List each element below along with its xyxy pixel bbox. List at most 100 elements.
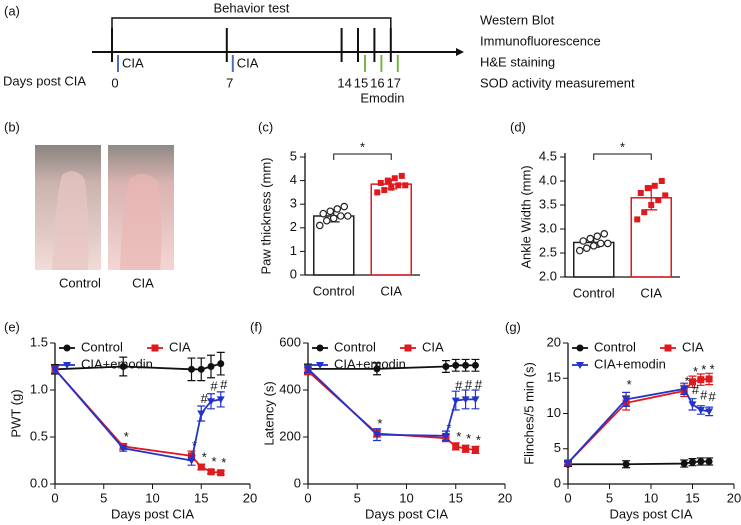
point	[471, 396, 480, 404]
dot	[381, 187, 388, 194]
legend-label: CIA+emodin	[594, 356, 666, 371]
legend-label: Control	[594, 339, 636, 354]
x-axis-label: Days post CIA	[609, 506, 692, 521]
x-tick-label: 10	[145, 490, 159, 505]
point	[576, 344, 584, 352]
day-label: 17	[387, 75, 401, 90]
y-tick-label: 0	[294, 475, 301, 490]
point	[197, 463, 205, 471]
y-tick-label: 0	[290, 266, 297, 281]
assay-label: SOD activity measurement	[480, 75, 635, 90]
point	[63, 344, 71, 352]
y-tick-label: 400	[279, 381, 301, 396]
point	[316, 362, 324, 369]
significance-flag: *	[221, 455, 226, 470]
series-line	[54, 368, 221, 474]
y-axis-label: Ankle Width (mm)	[518, 165, 533, 268]
y-tick-label: 0	[554, 475, 561, 490]
point	[688, 401, 697, 409]
point	[461, 396, 470, 404]
significance-flag: *	[710, 361, 715, 376]
y-tick-label: 20	[547, 334, 561, 349]
x-tick-label: 0	[51, 490, 58, 505]
point	[564, 459, 572, 467]
y-axis-label: Latency (s)	[261, 381, 276, 445]
emodin-label: Emodin	[360, 90, 404, 105]
series-line	[307, 370, 476, 451]
point	[471, 361, 479, 369]
significance-flag: *	[202, 450, 207, 465]
point	[197, 365, 205, 373]
y-tick-label: 3.5	[539, 196, 557, 211]
significance-flag: #	[700, 387, 708, 402]
significance-flag: *	[693, 364, 698, 379]
dot	[651, 182, 658, 189]
point	[188, 365, 195, 373]
dot	[648, 202, 655, 208]
dot	[315, 221, 324, 230]
legend-label: CIA	[422, 339, 444, 354]
day-label: 16	[370, 75, 384, 90]
y-tick-label: 4.0	[539, 172, 557, 187]
point	[372, 431, 381, 439]
point	[316, 344, 324, 352]
y-tick-label: 3	[290, 196, 297, 211]
x-tick-label: 15	[685, 490, 699, 505]
significance-flag: *	[701, 362, 706, 377]
photo-label: CIA	[132, 275, 154, 290]
dot	[662, 192, 669, 199]
y-tick-label: 1	[290, 243, 297, 258]
significance-label: *	[360, 139, 365, 154]
y-tick-label: 600	[279, 334, 301, 349]
day-label: 0	[111, 75, 118, 90]
y-tick-label: 2.0	[539, 268, 557, 283]
x-tick-label: CIA	[380, 283, 402, 298]
y-tick-label: 5	[290, 148, 297, 163]
dot	[586, 234, 595, 243]
point	[217, 469, 225, 477]
panel-label: (g)	[505, 319, 521, 334]
behavior-label: Behavior test	[213, 0, 289, 15]
panel-label: (c)	[258, 119, 273, 134]
dot	[637, 190, 644, 196]
dot	[593, 232, 602, 241]
point	[462, 445, 470, 453]
dot	[336, 212, 345, 220]
legend-label: CIA+emodin	[334, 356, 406, 371]
paw-control	[52, 171, 89, 270]
dot	[582, 244, 591, 253]
dot	[340, 202, 349, 211]
x-axis-label: Days post CIA	[365, 506, 448, 521]
x-tick-label: CIA	[640, 285, 662, 300]
point	[304, 365, 312, 373]
panel-label: (d)	[510, 119, 526, 134]
y-tick-label: 4.5	[539, 148, 557, 163]
significance-flag: #	[455, 378, 463, 393]
y-tick-label: 4	[290, 172, 297, 187]
point	[442, 363, 450, 370]
day-label: 15	[354, 75, 368, 90]
significance-flag: #	[210, 379, 218, 394]
dot	[384, 177, 391, 184]
significance-flag: *	[124, 429, 129, 444]
point	[705, 375, 713, 383]
point	[697, 376, 705, 384]
y-axis-label: PWT (g)	[8, 389, 23, 437]
legend-label: CIA	[682, 339, 704, 354]
significance-flag: *	[476, 432, 481, 447]
dot	[343, 212, 352, 220]
dot	[402, 182, 409, 189]
panel-label: (b)	[4, 119, 20, 134]
assay-label: H&E staining	[480, 54, 555, 69]
dot	[655, 197, 662, 204]
significance-flag: #	[220, 377, 228, 392]
legend-label: CIA	[169, 339, 191, 354]
point	[187, 457, 196, 465]
dot	[658, 178, 665, 184]
dot	[388, 184, 395, 191]
x-tick-label: Control	[313, 283, 355, 298]
dot	[603, 239, 612, 248]
point	[697, 457, 705, 465]
significance-flag: *	[377, 416, 382, 431]
